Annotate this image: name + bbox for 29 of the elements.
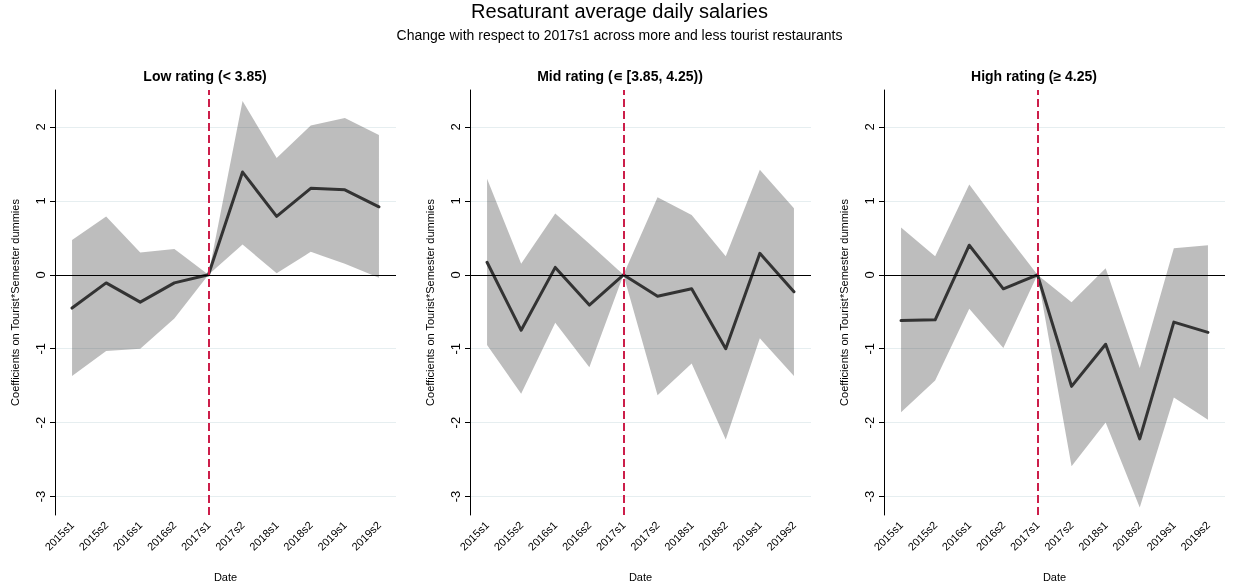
y-axis-title: Coefficients on Tourist*Semester dummies (837, 198, 850, 406)
y-tick-label: 2 (447, 123, 463, 131)
text: Resaturant average daily salaries (470, 0, 769, 23)
y-tick-label: 1 (33, 197, 48, 205)
y-tick-label: -1 (447, 342, 463, 355)
y-tick-label: 0 (33, 271, 48, 279)
y-tick-label: -2 (862, 416, 877, 429)
y-tick-label: 0 (447, 271, 463, 279)
y-tick-label: -3 (862, 490, 877, 503)
y-tick-label: 1 (447, 197, 463, 205)
y-tick-label: 0 (862, 271, 877, 279)
y-tick-label: -1 (33, 342, 48, 355)
y-tick-label: -2 (33, 416, 48, 429)
y-axis-title: Coefficients on Tourist*Semester dummies (8, 198, 21, 406)
y-axis-title: Coefficients on Tourist*Semester dummies (423, 198, 435, 406)
y-tick-label: -3 (33, 490, 48, 503)
chart-title: High rating (≥ 4.25) (971, 68, 1097, 84)
y-tick-label: -1 (862, 342, 877, 355)
y-tick-label: 2 (862, 123, 877, 131)
y-tick-label: 2 (33, 123, 48, 131)
text: Change with respect to 2017s1 across more and less tourist restaurants (395, 27, 844, 43)
chart-title: Mid rating (∊ [3.85, 4.25)) (536, 68, 703, 84)
y-tick-label: -3 (447, 490, 463, 503)
y-tick-label: 1 (862, 197, 877, 205)
y-tick-label: -2 (447, 416, 463, 429)
x-axis-title: Date (628, 570, 652, 583)
chart-title: Low rating (< 3.85) (143, 68, 267, 84)
x-axis-title: Date (213, 570, 238, 583)
x-axis-title: Date (1042, 570, 1067, 583)
